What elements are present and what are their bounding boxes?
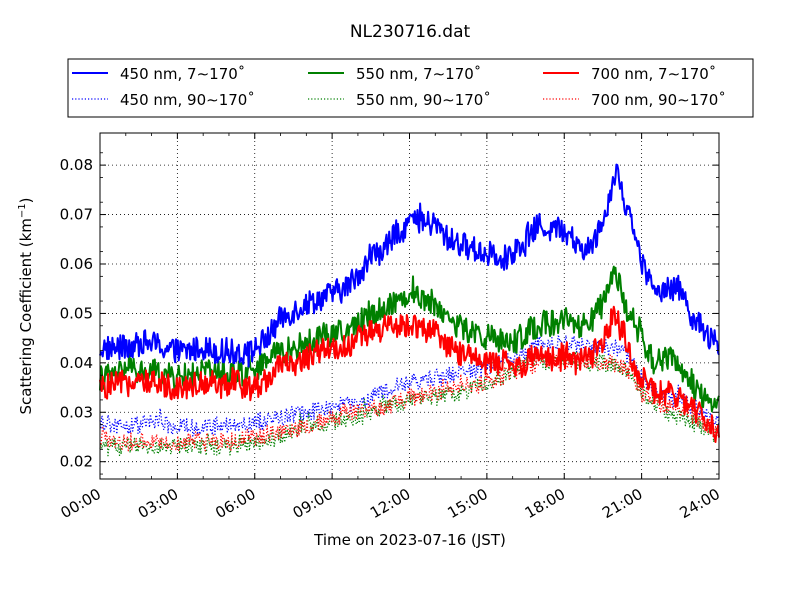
legend-label: 550 nm, 7∼170˚ bbox=[356, 65, 481, 83]
y-axis-label-unit-exponent: −1 bbox=[17, 203, 28, 218]
legend-item: 550 nm, 90∼170˚ bbox=[308, 91, 491, 109]
y-tick-label: 0.08 bbox=[60, 156, 93, 174]
series-line bbox=[99, 334, 720, 437]
series-line bbox=[99, 163, 720, 368]
series-layer bbox=[99, 163, 720, 457]
y-axis-label-text: Scattering Coefficient (km bbox=[17, 218, 35, 414]
y-tick-label: 0.04 bbox=[60, 354, 93, 372]
legend-item: 450 nm, 7∼170˚ bbox=[72, 65, 245, 83]
y-tick-label: 0.07 bbox=[60, 206, 93, 224]
y-axis-label: Scattering Coefficient (km−1) bbox=[17, 197, 35, 414]
legend-frame bbox=[67, 58, 754, 118]
legend-label: 450 nm, 90∼170˚ bbox=[120, 91, 255, 109]
legend-item: 700 nm, 90∼170˚ bbox=[543, 91, 726, 109]
tick-marks bbox=[99, 133, 720, 479]
y-tick-label: 0.06 bbox=[60, 255, 93, 273]
y-tick-label: 0.05 bbox=[60, 304, 93, 322]
y-tick-label: 0.02 bbox=[60, 453, 93, 471]
legend-item: 450 nm, 90∼170˚ bbox=[72, 91, 255, 109]
chart-title: NL230716.dat bbox=[350, 22, 471, 42]
x-axis-label: Time on 2023-07-16 (JST) bbox=[313, 531, 506, 549]
legend-label: 550 nm, 90∼170˚ bbox=[356, 91, 491, 109]
y-tick-label: 0.03 bbox=[60, 403, 93, 421]
series-line bbox=[99, 305, 720, 443]
legend-item: 700 nm, 7∼170˚ bbox=[543, 65, 716, 83]
legend-item: 550 nm, 7∼170˚ bbox=[308, 65, 481, 83]
legend-label: 450 nm, 7∼170˚ bbox=[120, 65, 245, 83]
y-axis-label-close: ) bbox=[17, 197, 35, 203]
legend: 450 nm, 7∼170˚ 550 nm, 7∼170˚ 700 nm, 7∼17… bbox=[67, 58, 754, 118]
legend-label: 700 nm, 7∼170˚ bbox=[591, 65, 716, 83]
y-tick-labels: 0.02 0.03 0.04 0.05 0.06 0.07 0.08 bbox=[60, 156, 93, 471]
series-line bbox=[99, 350, 720, 452]
legend-label: 700 nm, 90∼170˚ bbox=[591, 91, 726, 109]
plot-area bbox=[99, 132, 720, 480]
series-line bbox=[99, 265, 720, 413]
series-line bbox=[99, 350, 720, 457]
